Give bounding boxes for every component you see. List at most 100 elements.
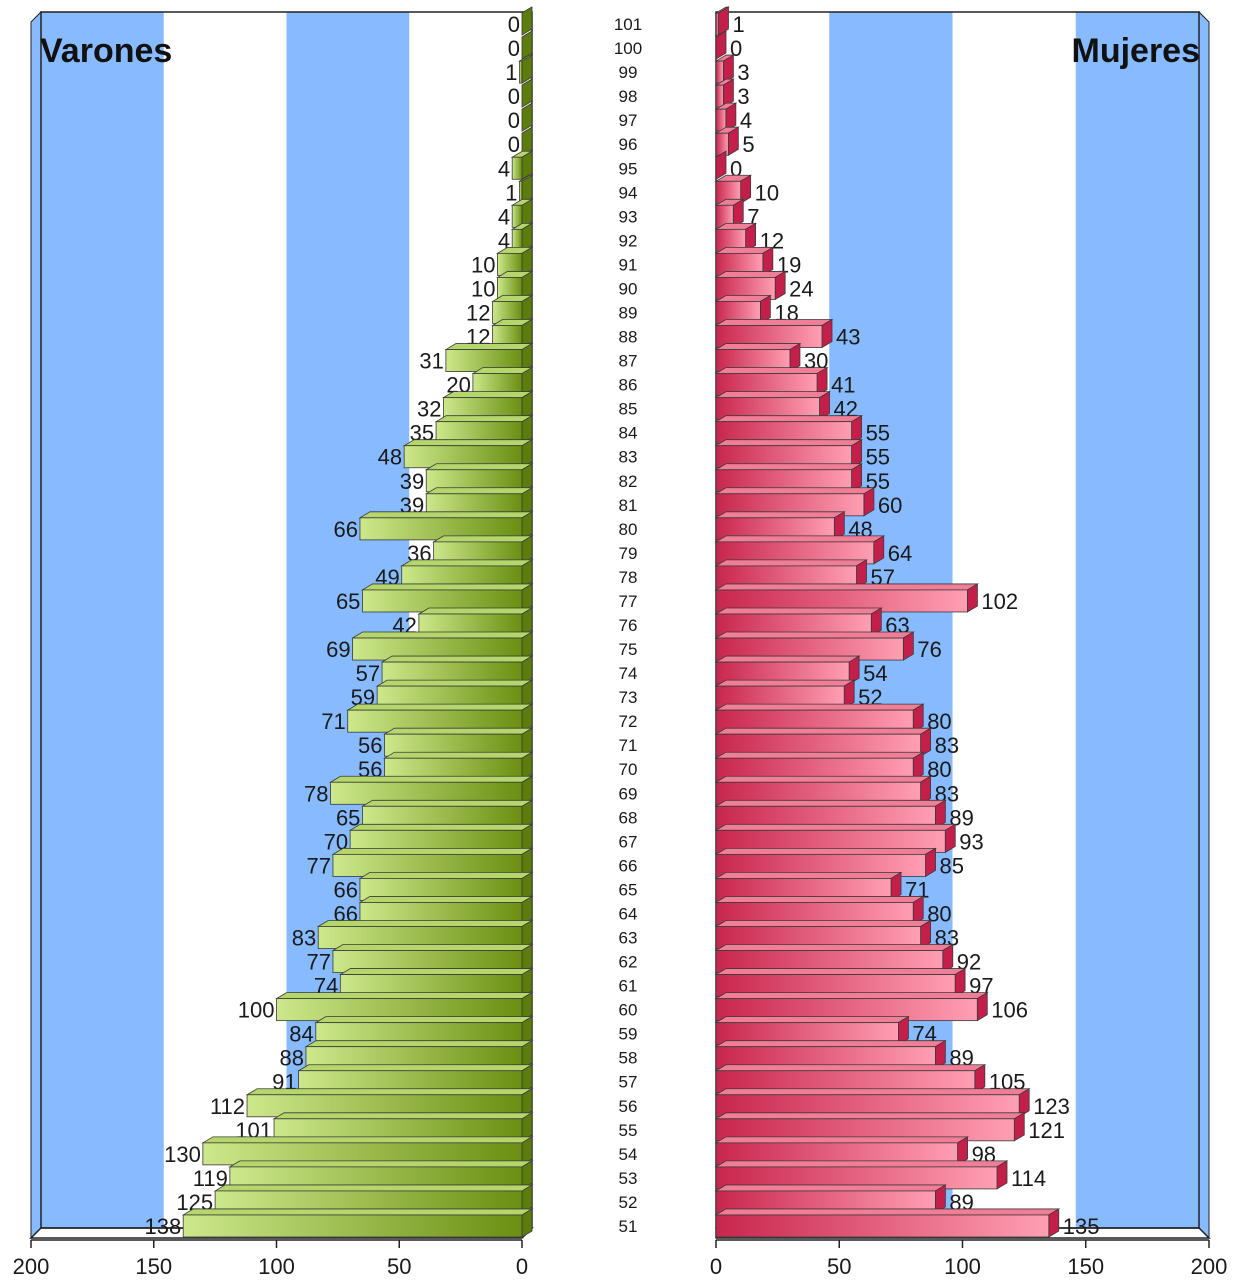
varones-value-60: 100 xyxy=(238,998,275,1023)
age-label-97: 97 xyxy=(619,111,638,130)
varones-x-tick-200: 200 xyxy=(13,1254,50,1279)
varones-bar-69 xyxy=(329,775,534,806)
age-label-54: 54 xyxy=(619,1145,638,1164)
age-label-88: 88 xyxy=(619,328,638,347)
varones-value-74: 57 xyxy=(356,661,380,686)
mujeres-bar-92 xyxy=(714,222,758,253)
varones-bar-61 xyxy=(338,967,534,998)
mujeres-bar-91 xyxy=(714,246,775,277)
age-label-99: 99 xyxy=(619,63,638,82)
mujeres-band-1 xyxy=(1075,12,1199,1228)
varones-value-72: 71 xyxy=(321,709,345,734)
varones-value-71: 56 xyxy=(358,733,382,758)
age-label-64: 64 xyxy=(619,904,638,923)
mujeres-value-84: 55 xyxy=(866,421,890,446)
mujeres-bar-79 xyxy=(714,535,886,565)
mujeres-value-101: 1 xyxy=(732,12,744,37)
mujeres-value-67: 93 xyxy=(959,829,983,854)
age-label-83: 83 xyxy=(619,448,638,467)
mujeres-bar-69 xyxy=(714,775,933,806)
mujeres-bar-63 xyxy=(714,919,933,950)
mujeres-x-tick-50: 50 xyxy=(827,1254,851,1279)
mujeres-bar-88 xyxy=(714,318,834,349)
age-label-90: 90 xyxy=(619,279,638,298)
varones-value-85: 32 xyxy=(417,397,441,422)
mujeres-bar-67 xyxy=(714,823,957,854)
age-label-84: 84 xyxy=(619,424,638,443)
varones-bar-81 xyxy=(424,487,534,517)
varones-value-89: 12 xyxy=(466,300,490,325)
mujeres-bar-53 xyxy=(714,1160,1009,1190)
age-label-89: 89 xyxy=(619,303,638,322)
age-label-81: 81 xyxy=(619,496,638,515)
varones-value-75: 69 xyxy=(326,637,350,662)
mujeres-value-79: 64 xyxy=(888,541,912,566)
mujeres-bar-72 xyxy=(714,703,925,733)
mujeres-value-66: 85 xyxy=(940,853,964,878)
varones-bar-95 xyxy=(510,150,534,180)
mujeres-bar-84 xyxy=(714,414,864,445)
varones-value-62: 77 xyxy=(306,950,330,975)
age-label-61: 61 xyxy=(619,977,638,996)
varones-x-tick-50: 50 xyxy=(387,1254,411,1279)
age-label-70: 70 xyxy=(619,760,638,779)
mujeres-bar-74 xyxy=(714,655,861,685)
varones-bar-72 xyxy=(346,703,534,733)
mujeres-bar-66 xyxy=(714,847,937,878)
mujeres-bar-59 xyxy=(714,1015,910,1046)
age-label-73: 73 xyxy=(619,688,638,707)
varones-value-97: 0 xyxy=(508,108,520,133)
mujeres-bar-52 xyxy=(714,1184,947,1214)
varones-bar-88 xyxy=(491,318,534,349)
age-label-91: 91 xyxy=(619,255,638,274)
mujeres-bar-86 xyxy=(714,366,829,397)
age-label-100: 100 xyxy=(614,39,642,58)
mujeres-bar-65 xyxy=(714,871,903,902)
varones-bar-64 xyxy=(358,895,534,926)
mujeres-x-tick-0: 0 xyxy=(710,1254,722,1279)
mujeres-bar-82 xyxy=(714,463,864,493)
varones-bar-54 xyxy=(201,1136,534,1166)
varones-bar-93 xyxy=(510,198,534,229)
varones-band-0 xyxy=(41,12,164,1228)
varones-value-66: 77 xyxy=(306,853,330,878)
mujeres-bar-51 xyxy=(714,1208,1061,1238)
varones-bar-87 xyxy=(444,342,534,373)
mujeres-bar-64 xyxy=(714,895,925,926)
varones-value-94: 1 xyxy=(505,180,517,205)
varones-value-93: 4 xyxy=(498,204,510,229)
mujeres-bar-68 xyxy=(714,799,947,830)
varones-x-tick-100: 100 xyxy=(258,1254,295,1279)
varones-value-59: 84 xyxy=(289,1022,313,1047)
age-label-75: 75 xyxy=(619,640,638,659)
mujeres-bar-99 xyxy=(714,54,735,84)
mujeres-bar-90 xyxy=(714,270,787,301)
mujeres-bar-76 xyxy=(714,607,883,637)
varones-value-63: 83 xyxy=(292,926,316,951)
varones-value-91: 10 xyxy=(471,252,495,277)
varones-bar-96 xyxy=(521,126,533,156)
varones-bar-98 xyxy=(521,78,533,108)
mujeres-value-51: 135 xyxy=(1063,1214,1100,1239)
mujeres-bar-83 xyxy=(714,438,864,469)
varones-bar-59 xyxy=(314,1015,534,1046)
mujeres-bar-80 xyxy=(714,511,846,541)
varones-bar-70 xyxy=(383,751,534,781)
age-label-69: 69 xyxy=(619,784,638,803)
age-label-67: 67 xyxy=(619,832,638,851)
mujeres-bar-101 xyxy=(714,6,730,36)
age-label-56: 56 xyxy=(619,1097,638,1116)
varones-bar-65 xyxy=(358,871,534,902)
age-label-71: 71 xyxy=(619,736,638,755)
mujeres-value-94: 10 xyxy=(755,180,779,205)
varones-value-96: 0 xyxy=(508,132,520,157)
varones-value-65: 66 xyxy=(333,877,357,902)
varones-panel: 0010004144101012123120323548393966364965… xyxy=(13,6,534,1279)
varones-bar-71 xyxy=(383,727,534,757)
mujeres-bar-93 xyxy=(714,198,745,229)
mujeres-bar-89 xyxy=(714,294,772,325)
age-label-66: 66 xyxy=(619,856,638,875)
varones-value-98: 0 xyxy=(508,84,520,109)
mujeres-x-tick-200: 200 xyxy=(1191,1254,1228,1279)
